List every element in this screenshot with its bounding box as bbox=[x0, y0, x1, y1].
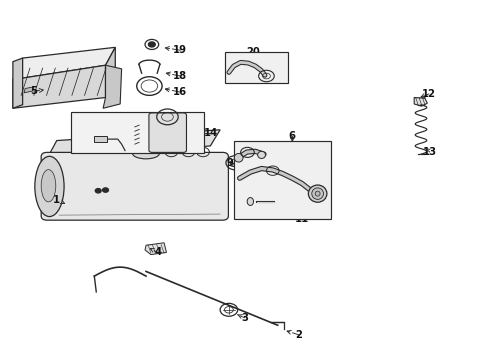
Text: 17: 17 bbox=[89, 129, 102, 138]
Text: 8: 8 bbox=[299, 158, 306, 168]
Ellipse shape bbox=[35, 156, 64, 217]
Polygon shape bbox=[103, 65, 122, 108]
Ellipse shape bbox=[246, 198, 253, 206]
Polygon shape bbox=[145, 243, 166, 255]
Text: 16: 16 bbox=[173, 87, 187, 97]
Text: 18: 18 bbox=[173, 71, 187, 81]
Ellipse shape bbox=[311, 188, 323, 199]
Text: 19: 19 bbox=[173, 45, 187, 55]
Ellipse shape bbox=[308, 185, 326, 202]
Polygon shape bbox=[13, 65, 105, 108]
Ellipse shape bbox=[257, 151, 265, 158]
Polygon shape bbox=[24, 87, 34, 93]
Text: 3: 3 bbox=[241, 313, 247, 323]
Text: 6: 6 bbox=[288, 131, 295, 141]
Ellipse shape bbox=[234, 153, 243, 162]
Text: 11: 11 bbox=[294, 215, 308, 224]
Text: 13: 13 bbox=[422, 147, 436, 157]
FancyBboxPatch shape bbox=[41, 152, 228, 220]
Polygon shape bbox=[13, 58, 22, 108]
Text: 1: 1 bbox=[53, 195, 60, 205]
Circle shape bbox=[95, 189, 101, 193]
Polygon shape bbox=[413, 98, 427, 106]
Ellipse shape bbox=[132, 148, 159, 159]
Text: 10: 10 bbox=[310, 186, 324, 197]
Polygon shape bbox=[47, 130, 220, 158]
Text: 7: 7 bbox=[315, 168, 322, 179]
Text: 5: 5 bbox=[30, 86, 37, 96]
Bar bbox=[224, 51, 288, 83]
Text: 12: 12 bbox=[421, 89, 435, 99]
Text: 15: 15 bbox=[129, 139, 143, 149]
Polygon shape bbox=[105, 47, 115, 98]
Text: 14: 14 bbox=[204, 129, 218, 138]
Ellipse shape bbox=[315, 191, 320, 196]
Polygon shape bbox=[13, 47, 115, 80]
Ellipse shape bbox=[41, 170, 56, 202]
Bar bbox=[94, 136, 106, 141]
Text: 9: 9 bbox=[226, 158, 233, 168]
Text: 4: 4 bbox=[154, 247, 161, 257]
Text: 2: 2 bbox=[295, 330, 302, 340]
Bar bbox=[233, 140, 330, 220]
Text: 20: 20 bbox=[246, 46, 260, 57]
Circle shape bbox=[102, 188, 108, 192]
Bar bbox=[71, 112, 203, 153]
FancyBboxPatch shape bbox=[149, 113, 186, 152]
Circle shape bbox=[148, 42, 155, 47]
